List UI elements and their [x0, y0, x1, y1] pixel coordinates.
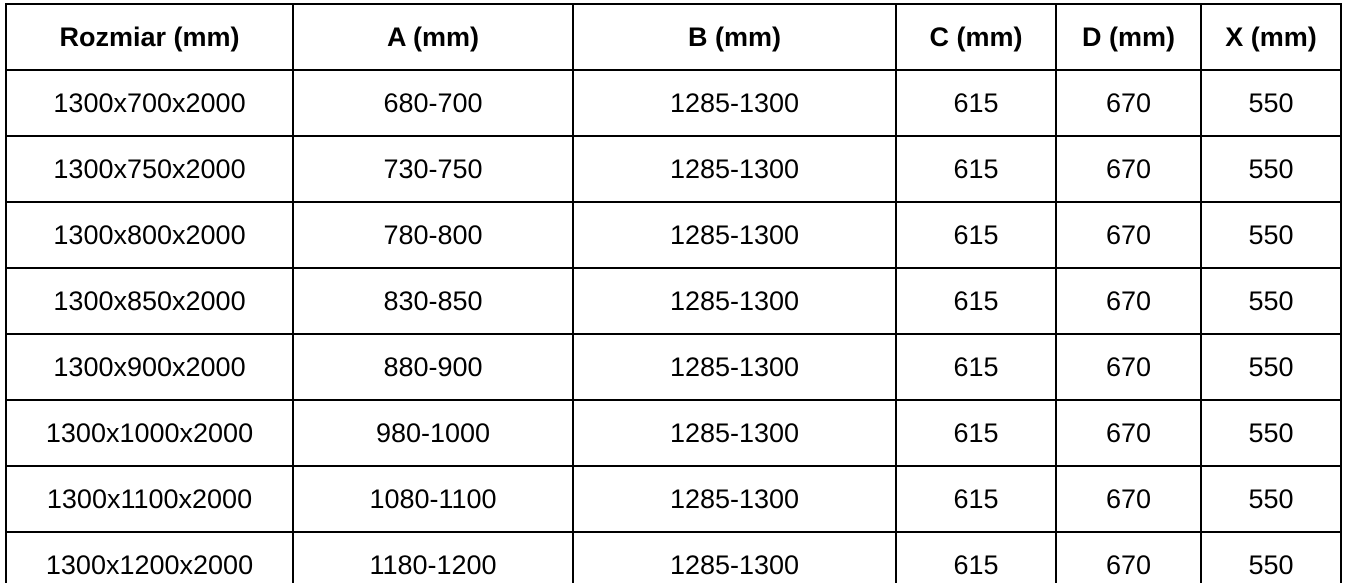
- table-row: 1300x1100x2000 1080-1100 1285-1300 615 670 55…: [5, 465, 1342, 533]
- cell-d: 670: [1055, 531, 1202, 583]
- cell-x: 550: [1200, 399, 1342, 467]
- cell-rozmiar: 1300x750x2000: [5, 135, 294, 203]
- cell-a: 830-850: [292, 267, 574, 335]
- cell-b: 1285-1300: [572, 333, 897, 401]
- cell-rozmiar: 1300x1100x2000: [5, 465, 294, 533]
- cell-rozmiar: 1300x800x2000: [5, 201, 294, 269]
- cell-c: 615: [895, 531, 1057, 583]
- cell-rozmiar: 1300x850x2000: [5, 267, 294, 335]
- cell-rozmiar: 1300x700x2000: [5, 69, 294, 137]
- cell-a: 780-800: [292, 201, 574, 269]
- cell-c: 615: [895, 135, 1057, 203]
- cell-x: 550: [1200, 531, 1342, 583]
- cell-d: 670: [1055, 69, 1202, 137]
- size-spec-table: Rozmiar (mm) A (mm) B (mm) C (mm) D (mm)…: [5, 3, 1342, 583]
- cell-a: 1180-1200: [292, 531, 574, 583]
- cell-b: 1285-1300: [572, 267, 897, 335]
- cell-a: 880-900: [292, 333, 574, 401]
- cell-x: 550: [1200, 333, 1342, 401]
- cell-b: 1285-1300: [572, 69, 897, 137]
- cell-a: 730-750: [292, 135, 574, 203]
- cell-d: 670: [1055, 465, 1202, 533]
- table-row: 1300x850x2000 830-850 1285-1300 615 670 550: [5, 267, 1342, 335]
- cell-a: 980-1000: [292, 399, 574, 467]
- cell-d: 670: [1055, 333, 1202, 401]
- cell-c: 615: [895, 201, 1057, 269]
- table-row: 1300x700x2000 680-700 1285-1300 615 670 550: [5, 69, 1342, 137]
- cell-x: 550: [1200, 267, 1342, 335]
- cell-rozmiar: 1300x900x2000: [5, 333, 294, 401]
- table-row: 1300x1200x2000 1180-1200 1285-1300 615 670 55…: [5, 531, 1342, 583]
- header-a: A (mm): [292, 3, 574, 71]
- cell-c: 615: [895, 465, 1057, 533]
- table-row: 1300x1000x2000 980-1000 1285-1300 615 670 550: [5, 399, 1342, 467]
- cell-a: 680-700: [292, 69, 574, 137]
- cell-x: 550: [1200, 201, 1342, 269]
- cell-b: 1285-1300: [572, 399, 897, 467]
- cell-b: 1285-1300: [572, 135, 897, 203]
- cell-d: 670: [1055, 267, 1202, 335]
- header-b: B (mm): [572, 3, 897, 71]
- cell-d: 670: [1055, 135, 1202, 203]
- table-row: 1300x900x2000 880-900 1285-1300 615 670 550: [5, 333, 1342, 401]
- cell-d: 670: [1055, 399, 1202, 467]
- table-row: 1300x750x2000 730-750 1285-1300 615 670 550: [5, 135, 1342, 203]
- cell-c: 615: [895, 69, 1057, 137]
- cell-b: 1285-1300: [572, 201, 897, 269]
- cell-x: 550: [1200, 465, 1342, 533]
- header-rozmiar: Rozmiar (mm): [5, 3, 294, 71]
- cell-d: 670: [1055, 201, 1202, 269]
- cell-c: 615: [895, 267, 1057, 335]
- table-row: 1300x800x2000 780-800 1285-1300 615 670 550: [5, 201, 1342, 269]
- table-body: 1300x700x2000 680-700 1285-1300 615 670 550 13…: [5, 69, 1342, 583]
- header-x: X (mm): [1200, 3, 1342, 71]
- cell-rozmiar: 1300x1000x2000: [5, 399, 294, 467]
- cell-x: 550: [1200, 135, 1342, 203]
- cell-b: 1285-1300: [572, 465, 897, 533]
- cell-c: 615: [895, 333, 1057, 401]
- cell-a: 1080-1100: [292, 465, 574, 533]
- cell-x: 550: [1200, 69, 1342, 137]
- header-c: C (mm): [895, 3, 1057, 71]
- cell-c: 615: [895, 399, 1057, 467]
- cell-rozmiar: 1300x1200x2000: [5, 531, 294, 583]
- header-d: D (mm): [1055, 3, 1202, 71]
- header-row: Rozmiar (mm) A (mm) B (mm) C (mm) D (mm)…: [5, 3, 1342, 71]
- cell-b: 1285-1300: [572, 531, 897, 583]
